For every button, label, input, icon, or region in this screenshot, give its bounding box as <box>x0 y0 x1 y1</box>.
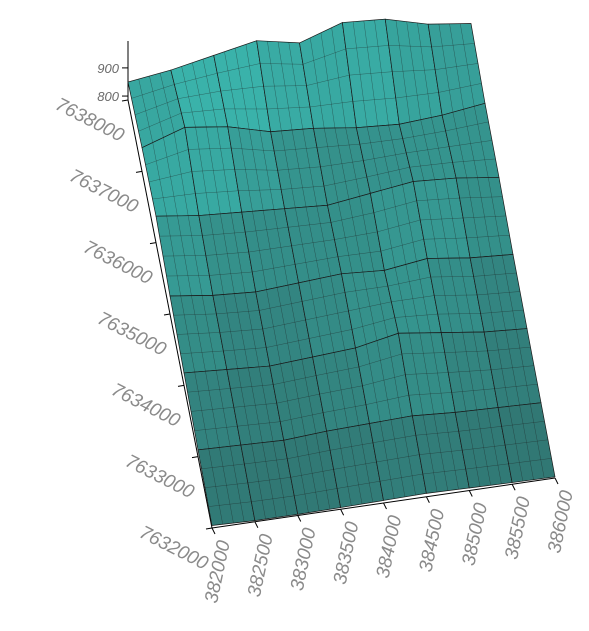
x-tick <box>426 497 429 503</box>
y-tick-label: 7634000 <box>108 379 184 431</box>
z-tick-label: 900 <box>97 61 119 76</box>
x-tick-label: 384000 <box>373 513 407 580</box>
chart: 382000 382500 383000 383500 384000 3845003850… <box>0 0 589 631</box>
y-tick <box>178 385 184 386</box>
x-tick-label: 382000 <box>201 538 235 605</box>
y-tick <box>164 314 170 315</box>
y-tick <box>206 528 212 529</box>
x-tick <box>255 522 258 528</box>
x-tick-label: 385500 <box>501 495 535 562</box>
x-tick <box>212 528 215 534</box>
x-tick-label: 385000 <box>458 501 492 568</box>
y-tick-label: 7635000 <box>94 308 170 360</box>
y-tick-label: 7637000 <box>66 165 142 217</box>
y-tick <box>136 171 142 172</box>
y-tick <box>150 243 156 244</box>
x-tick <box>384 503 387 509</box>
y-tick-label: 7633000 <box>122 451 198 503</box>
x-tick <box>555 478 558 484</box>
y-tick <box>192 457 198 458</box>
x-tick-label: 383000 <box>287 526 321 593</box>
y-tick-label: 7632000 <box>136 522 212 574</box>
z-tick-label: 800 <box>97 89 119 104</box>
x-tick-label: 386000 <box>544 488 578 555</box>
x-tick <box>341 509 344 515</box>
x-tick-label: 382500 <box>244 532 278 599</box>
x-tick <box>298 516 301 522</box>
x-tick-label: 383500 <box>330 520 364 587</box>
page: {"chart_data": {"type": "surface", "x": … <box>0 0 589 631</box>
y-tick <box>122 100 128 101</box>
x-tick <box>512 484 515 490</box>
x-tick <box>469 491 472 497</box>
x-tick-label: 384500 <box>416 507 450 574</box>
y-tick-label: 7636000 <box>80 237 156 289</box>
